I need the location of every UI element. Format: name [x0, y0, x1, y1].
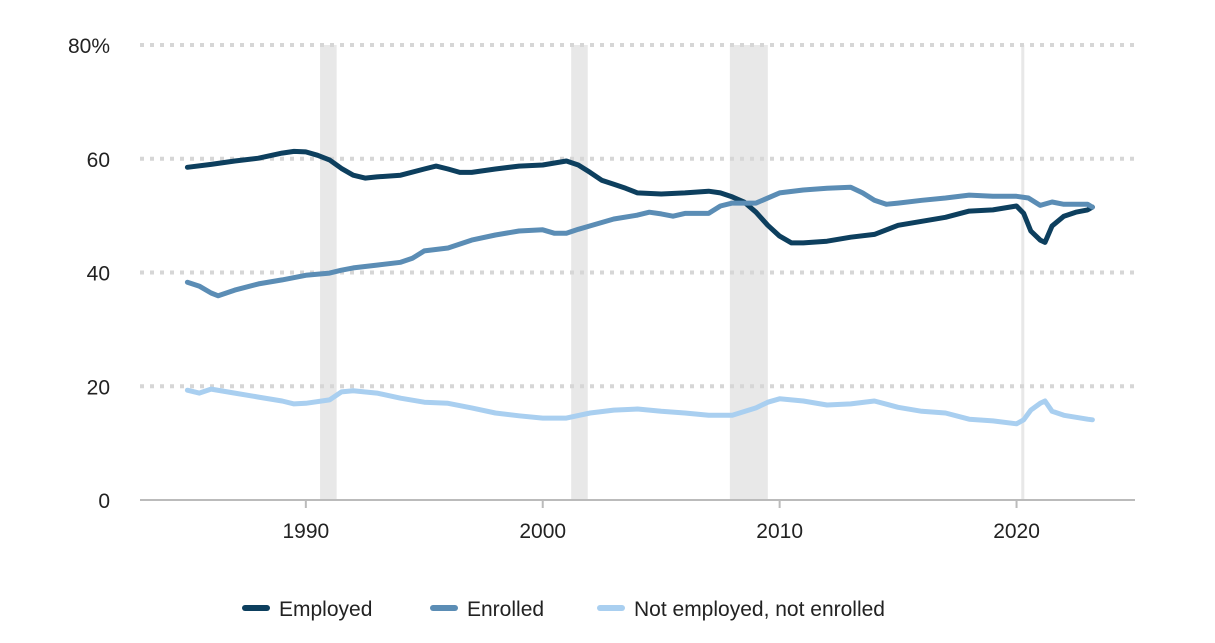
legend-label: Enrolled — [467, 598, 544, 621]
x-tick-label: 1990 — [282, 520, 329, 543]
y-tick-label: 40 — [87, 263, 110, 286]
x-tick-label: 2010 — [756, 520, 803, 543]
y-tick-label: 60 — [87, 149, 110, 172]
y-tick-label: 20 — [87, 376, 110, 399]
y-tick-label: 80% — [68, 35, 110, 58]
series-line-enrolled — [184, 184, 1095, 299]
x-tick-label: 2000 — [519, 520, 566, 543]
x-tick-label: 2020 — [993, 520, 1040, 543]
series-line-not-employed-not-enrolled — [184, 386, 1095, 427]
legend-label: Not employed, not enrolled — [634, 598, 885, 621]
legend-label: Employed — [279, 598, 372, 621]
series-lines — [184, 148, 1095, 427]
gridlines — [140, 43, 1135, 501]
series-line-employed — [184, 148, 1095, 246]
y-axis: 0 20 40 60 80% — [68, 35, 110, 513]
x-axis: 1990 2000 2010 2020 — [282, 500, 1040, 543]
y-tick-label: 0 — [98, 490, 110, 513]
legend: Employed Enrolled Not employed, not enroll… — [242, 598, 885, 621]
